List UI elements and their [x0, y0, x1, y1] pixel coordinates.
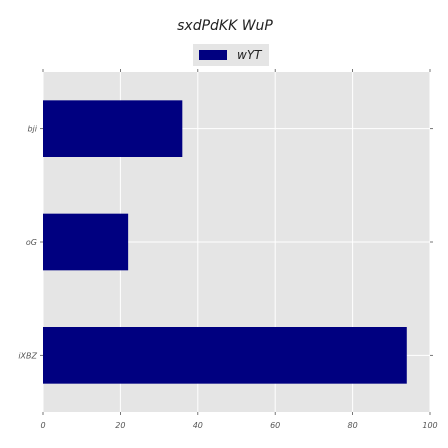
- legend-label: wYT: [237, 48, 263, 62]
- x-tick-label: 100: [422, 421, 437, 430]
- legend: wYT: [193, 44, 269, 66]
- x-tick-label: 0: [40, 421, 45, 430]
- x-axis-ticks: 0 20 40 60 80 100: [40, 69, 438, 430]
- bar-oG: [43, 213, 129, 271]
- x-tick-label: 20: [115, 421, 125, 430]
- y-tick-label: oG: [26, 238, 37, 247]
- y-tick-label: bji: [27, 125, 37, 134]
- y-axis-ticks: bji oG iXBZ: [18, 125, 433, 360]
- y-tick-label: iXBZ: [18, 351, 37, 360]
- x-tick-label: 80: [348, 421, 358, 430]
- chart-title: sxdPdKK WuP: [177, 18, 273, 34]
- x-tick-label: 60: [270, 421, 280, 430]
- legend-swatch: [199, 50, 227, 60]
- bar-bji: [43, 100, 183, 157]
- legend-box: [193, 44, 269, 66]
- bars: [43, 100, 407, 384]
- x-tick-label: 40: [193, 421, 203, 430]
- bar-iXBZ: [43, 327, 407, 384]
